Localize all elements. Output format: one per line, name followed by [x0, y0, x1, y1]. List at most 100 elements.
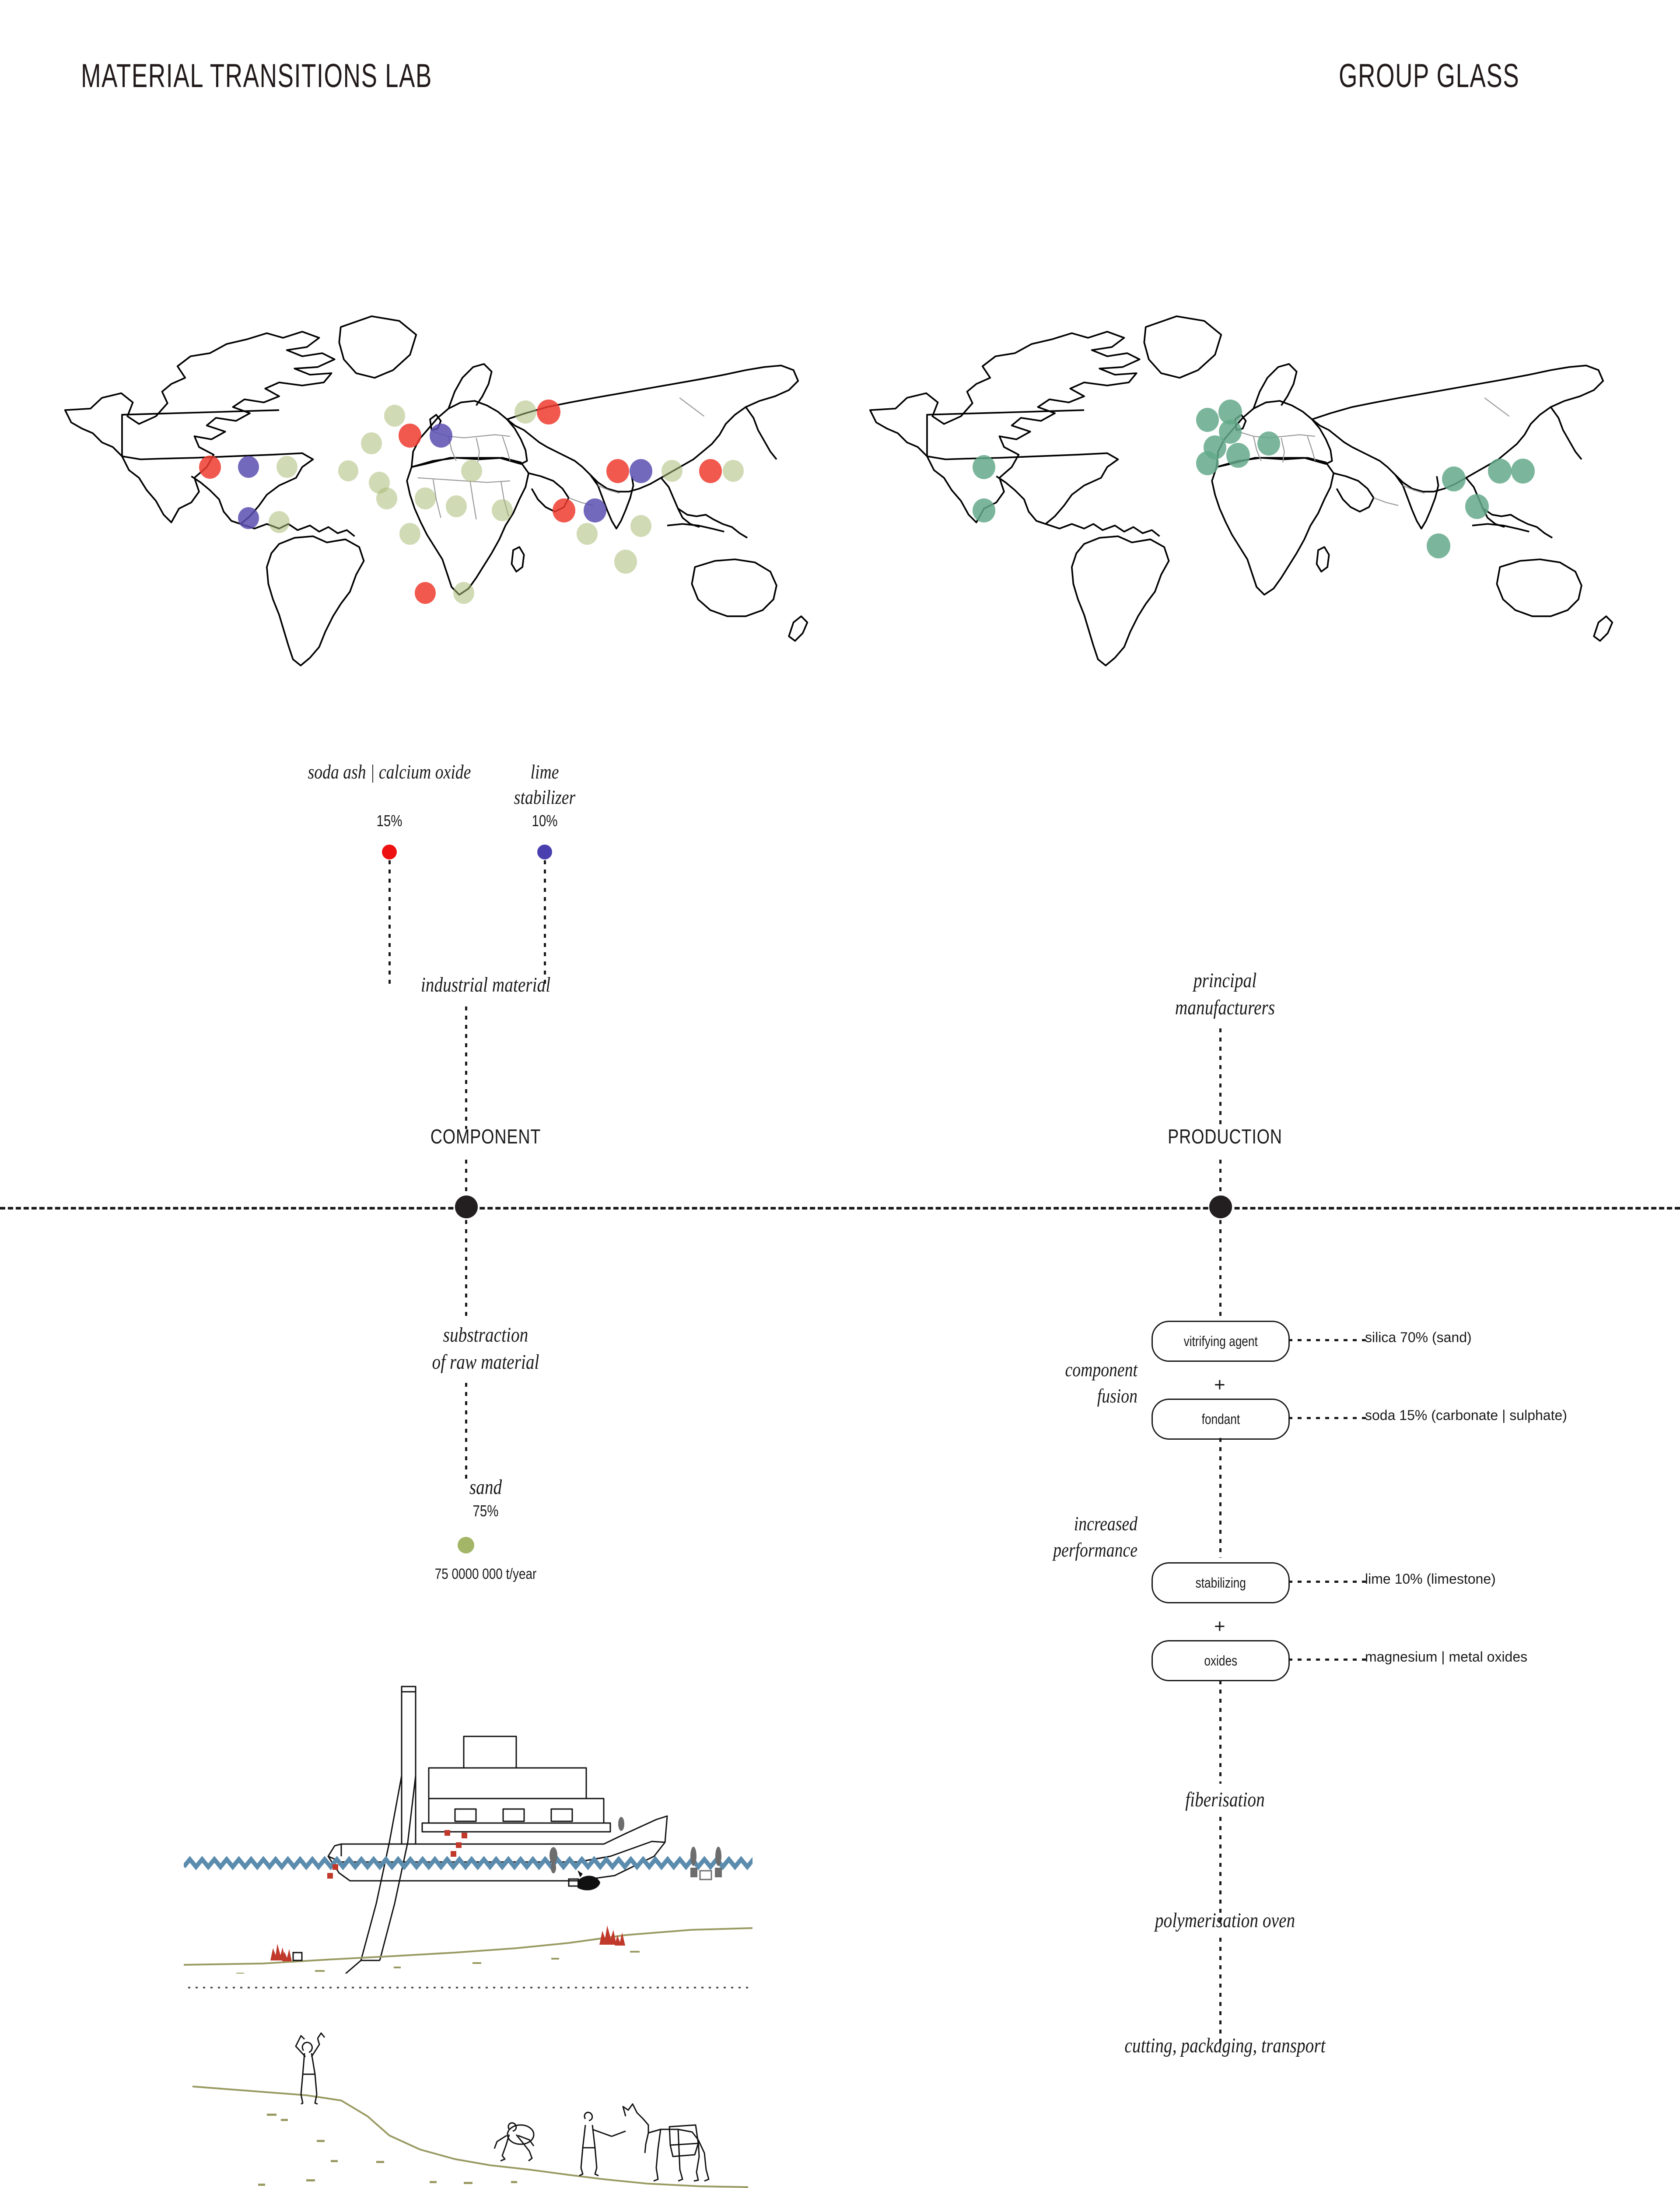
process-detail-3: magnesium | metal oxides — [1365, 1649, 1528, 1665]
map-marker — [537, 400, 560, 424]
map-marker — [723, 460, 744, 482]
component-stem-lower — [465, 1160, 467, 1199]
map-marker — [1226, 443, 1250, 468]
ingredient-0-swatch — [382, 845, 397, 859]
map-marker — [614, 550, 637, 574]
map-marker — [1511, 459, 1535, 484]
production-flow-label: principal manufacturers — [1175, 969, 1275, 1019]
map-marker — [269, 511, 290, 533]
map-marker — [1488, 459, 1512, 484]
map-marker — [399, 424, 422, 448]
process-box-vitrifying-agent[interactable]: vitrifying agent — [1152, 1321, 1290, 1362]
map-marker — [630, 515, 652, 537]
detail-connector-1 — [1288, 1417, 1367, 1419]
production-node-top — [1209, 1196, 1232, 1218]
map-marker — [429, 424, 452, 448]
map-marker — [338, 460, 359, 482]
ingredient-1-swatch — [537, 845, 552, 859]
map-marker — [199, 456, 221, 479]
timeline-axis — [0, 1207, 1680, 1210]
map-marker — [699, 459, 722, 483]
process-joiner-0: + — [1214, 1374, 1225, 1396]
map-marker — [577, 523, 598, 545]
production-stage-label: PRODUCTION — [1168, 1125, 1282, 1148]
page-title: MATERIAL TRANSITIONS LAB — [81, 57, 432, 95]
map-marker — [630, 459, 653, 483]
process-detail-0: silica 70% (sand) — [1365, 1329, 1472, 1345]
production-stem-below — [1219, 1220, 1222, 1337]
principal-manufacturers-map — [853, 293, 1623, 687]
map-marker — [1442, 466, 1466, 491]
production-stem-tail-1 — [1219, 1817, 1222, 1922]
component-process-label: substraction of raw material — [432, 1323, 539, 1374]
component-stem-below — [465, 1220, 467, 1321]
ingredient-0-percent: 15% — [376, 812, 402, 830]
ingredient-1-name: lime stabilizer — [514, 761, 576, 808]
process-group-0-label: component fusion — [1065, 1358, 1138, 1407]
production-stem-tail-0 — [1219, 1680, 1222, 1784]
map-marker — [361, 432, 382, 455]
map-marker — [1257, 431, 1281, 456]
result-sand-name: sand — [469, 1476, 502, 1499]
component-flow-label: industrial material — [420, 973, 551, 996]
map-marker — [973, 498, 996, 522]
map-marker — [606, 459, 630, 483]
group-title: GROUP GLASS — [1339, 57, 1520, 95]
map-marker — [492, 499, 513, 522]
result-sand-volume: 75 0000 000 t/year — [434, 1566, 537, 1582]
production-stem-tail-2 — [1219, 1938, 1222, 2043]
map-marker — [583, 498, 606, 522]
component-stem — [465, 1006, 467, 1129]
ingredient-0-name: soda ash | calcium oxide — [308, 761, 471, 783]
detail-connector-0 — [1288, 1339, 1367, 1341]
map-marker — [973, 455, 996, 479]
component-node-top — [455, 1196, 478, 1218]
production-stem-lower — [1219, 1160, 1222, 1199]
ingredient-1-connector — [544, 860, 546, 987]
map-marker — [399, 523, 421, 545]
tail-step-0: fiberisation — [1185, 1788, 1265, 1811]
ingredient-1-percent: 10% — [532, 812, 558, 830]
map-marker — [415, 582, 436, 604]
map-marker — [661, 460, 682, 482]
map-marker — [415, 487, 436, 510]
tail-step-1: polymerisation oven — [1155, 1909, 1295, 1932]
map-marker — [238, 456, 259, 478]
process-group-1-label: increased performance — [1053, 1512, 1138, 1561]
production-stem-mid — [1219, 1438, 1222, 1558]
map-marker — [276, 456, 298, 478]
raw-material-sources-map — [48, 293, 818, 687]
detail-connector-3 — [1288, 1659, 1367, 1661]
process-detail-1: soda 15% (carbonate | sulphate) — [1365, 1407, 1567, 1423]
ingredient-0-connector — [388, 860, 391, 987]
map-marker — [553, 498, 576, 522]
map-marker — [1426, 533, 1450, 558]
sand-dredging-ship-scene — [184, 1659, 752, 1974]
map-marker — [514, 400, 537, 424]
map-marker — [461, 460, 482, 482]
map-marker — [376, 487, 398, 510]
illustration-divider — [188, 1987, 748, 1988]
component-stage-label: COMPONENT — [430, 1125, 541, 1148]
world-map-outline-icon — [64, 315, 808, 666]
map-marker — [445, 495, 467, 518]
component-process-connector — [465, 1383, 467, 1479]
process-detail-2: lime 10% (limestone) — [1365, 1571, 1496, 1587]
page-header: MATERIAL TRANSITIONS LAB GROUP GLASS — [0, 0, 1680, 140]
map-marker — [238, 507, 259, 529]
production-stem — [1219, 1028, 1222, 1129]
map-marker — [384, 405, 405, 427]
map-marker — [1465, 494, 1489, 519]
map-marker — [1196, 408, 1219, 432]
detail-connector-2 — [1288, 1581, 1367, 1583]
sand-extraction-dune-scene — [184, 1995, 752, 2188]
result-sand-swatch — [458, 1537, 474, 1553]
process-joiner-1: + — [1214, 1616, 1225, 1637]
tail-step-2: cutting, packaging, transport — [1124, 2034, 1326, 2057]
process-box-oxides[interactable]: oxides — [1152, 1640, 1290, 1681]
process-box-fondant[interactable]: fondant — [1152, 1399, 1290, 1440]
result-sand-percent: 75% — [472, 1502, 499, 1520]
world-map-outline-icon — [869, 315, 1614, 666]
map-marker — [1196, 451, 1219, 475]
process-box-stabilizing[interactable]: stabilizing — [1152, 1562, 1290, 1603]
